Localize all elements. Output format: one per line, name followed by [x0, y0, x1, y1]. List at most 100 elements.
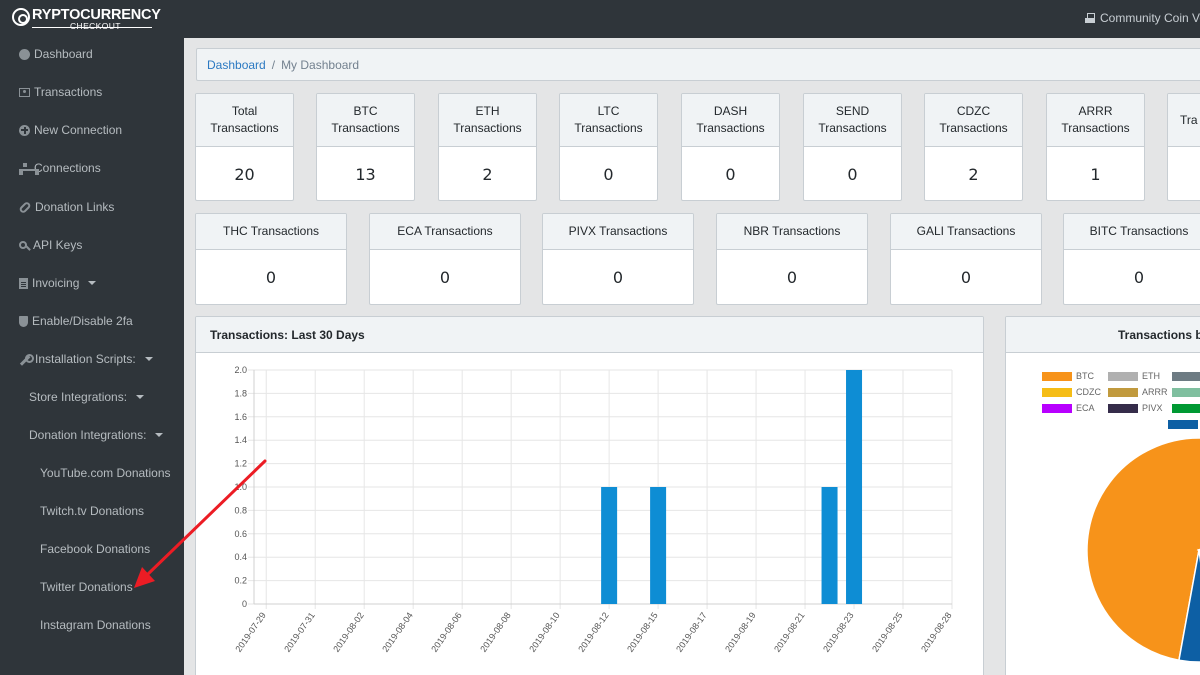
stat-card-bitc: BITC Transactions 0: [1063, 213, 1200, 305]
stat-card-value: 2: [482, 165, 493, 184]
legend-item: CDZC: [1042, 387, 1101, 397]
stat-card-value: 20: [234, 165, 255, 184]
legend-swatch: [1042, 371, 1072, 381]
legend-label: CDZC: [1076, 387, 1101, 397]
bar-2019-08-15: [650, 487, 667, 604]
stat-card-value: [1168, 147, 1200, 200]
sidebar-item-label: Donation Links: [35, 200, 115, 214]
legend-swatch: [1108, 387, 1138, 397]
sidebar-item-facebook-donations[interactable]: Facebook Donations: [0, 530, 184, 568]
sidebar-item-label: Connections: [34, 161, 101, 175]
stat-card-title: ETH Transactions: [439, 94, 536, 147]
sidebar-item-label: Invoicing: [32, 276, 80, 290]
pie-slice: [1178, 549, 1200, 663]
sidebar-item-instagram-donations[interactable]: Instagram Donations: [0, 606, 184, 644]
logo-divider: [32, 27, 152, 28]
legend-item: [1172, 387, 1200, 397]
sidebar-item-invoicing[interactable]: Invoicing: [0, 264, 184, 302]
sitemap-icon: [19, 162, 39, 175]
dashboard-icon: [19, 48, 30, 60]
y-tick-label: 0.6: [234, 529, 247, 539]
pie-chart-panel: Transactions by C BTC ETH LT CDZC ARRR ECA PIV…: [1005, 316, 1200, 675]
y-tick-label: 0: [242, 599, 247, 609]
legend-label: PIVX: [1142, 403, 1163, 413]
legend-item: LT: [1172, 371, 1200, 381]
stat-card-value: 0: [439, 267, 451, 287]
legend-swatch: [1172, 387, 1200, 397]
stat-card-total: Total Transactions 20: [195, 93, 294, 201]
legend-swatch: [1108, 371, 1138, 381]
sidebar-item-label: Installation Scripts:: [35, 352, 136, 366]
sidebar-item-label: API Keys: [33, 238, 83, 252]
legend-swatch: [1042, 403, 1072, 413]
user-icon: [1084, 12, 1096, 23]
sidebar-item-twitter-donations[interactable]: Twitter Donations: [0, 568, 184, 606]
chevron-down-icon: [155, 433, 164, 437]
user-menu[interactable]: Community Coin Vo: [1084, 10, 1200, 25]
sidebar-item-label: Dashboard: [34, 47, 93, 61]
main-content: Dashboard / My Dashboard Total Transaction…: [184, 38, 1200, 675]
stat-card-value: 0: [725, 165, 736, 184]
sidebar-item-donation-links[interactable]: Donation Links: [0, 188, 184, 226]
sidebar-item-label: New Connection: [34, 123, 123, 137]
sidebar-item-label: Store Integrations:: [29, 390, 128, 404]
sidebar-item-transactions[interactable]: Transactions: [0, 73, 184, 111]
x-tick-label: 2019-08-02: [331, 610, 366, 653]
brand-name: RYPTOCURRENCY: [32, 7, 161, 23]
legend-item: [1168, 419, 1200, 429]
breadcrumb-home-link[interactable]: Dashboard: [207, 58, 266, 72]
legend-swatch: [1168, 419, 1198, 429]
chevron-down-icon: [136, 395, 145, 399]
x-tick-label: 2019-07-31: [282, 610, 317, 653]
sidebar-item-donation-integrations[interactable]: Donation Integrations:: [0, 416, 184, 454]
sidebar-item-youtube-donations[interactable]: YouTube.com Donations: [0, 454, 184, 492]
stat-card-pivx: PIVX Transactions 0: [542, 213, 694, 305]
top-navbar: RYPTOCURRENCY CHECKOUT Community Coin Vo: [0, 0, 1200, 38]
user-label: Community Coin Vo: [1100, 10, 1200, 25]
y-tick-label: 1.0: [234, 482, 247, 492]
stat-card-btc: BTC Transactions 13: [316, 93, 415, 201]
x-tick-label: 2019-08-12: [576, 610, 611, 653]
x-tick-label: 2019-08-04: [380, 610, 415, 653]
x-tick-label: 2019-08-19: [723, 610, 758, 653]
stat-card-cdzc: CDZC Transactions 2: [924, 93, 1023, 201]
sidebar-item-2fa[interactable]: Enable/Disable 2fa: [0, 302, 184, 340]
stat-card-value: 2: [968, 165, 979, 184]
x-tick-label: 2019-07-29: [233, 610, 268, 653]
breadcrumb-current: My Dashboard: [281, 58, 360, 72]
x-tick-label: 2019-08-28: [919, 610, 954, 653]
sidebar-item-label: Enable/Disable 2fa: [32, 314, 133, 328]
sidebar-item-api-keys[interactable]: API Keys: [0, 226, 184, 264]
sidebar-item-label: Twitter Donations: [40, 580, 133, 594]
stat-card-send: SEND Transactions 0: [803, 93, 902, 201]
bar-2019-08-22: [821, 487, 838, 604]
bar-chart: 0 0.2 0.4 0.6 0.8 1.0 1.2 1.4 1.6 1.8 2.0 2019-07-2…: [233, 365, 954, 654]
x-tick-label: 2019-08-23: [821, 610, 856, 653]
logo-c-icon: [12, 8, 30, 26]
sidebar-item-new-connection[interactable]: New Connection: [0, 111, 184, 149]
stat-card-value: 0: [847, 165, 858, 184]
sidebar-item-label: Facebook Donations: [40, 542, 151, 556]
stat-card-eth: ETH Transactions 2: [438, 93, 537, 201]
stat-card-dash: DASH Transactions 0: [681, 93, 780, 201]
sidebar-item-store-integrations[interactable]: Store Integrations:: [0, 378, 184, 416]
legend-label: BTC: [1076, 371, 1094, 381]
stat-card-gali: GALI Transactions 0: [890, 213, 1042, 305]
pie-chart-title: Transactions by C: [1006, 317, 1200, 353]
stat-card-title: Total Transactions: [196, 94, 293, 147]
y-tick-label: 1.6: [234, 412, 247, 422]
pie-slice: [1086, 437, 1200, 662]
breadcrumb: Dashboard / My Dashboard: [196, 48, 1200, 81]
sidebar-item-dashboard[interactable]: Dashboard: [0, 35, 184, 73]
stat-card-value: 0: [612, 267, 624, 287]
sidebar-item-installation-scripts[interactable]: Installation Scripts:: [0, 340, 184, 378]
brand-logo[interactable]: RYPTOCURRENCY CHECKOUT: [12, 6, 161, 32]
stat-card-value: 13: [355, 165, 376, 184]
sidebar-item-connections[interactable]: Connections: [0, 149, 184, 187]
stat-card-ltc: LTC Transactions 0: [559, 93, 658, 201]
stat-card-thc: THC Transactions 0: [195, 213, 347, 305]
stat-card-title: ARRR Transactions: [1047, 94, 1144, 147]
sidebar-item-twitch-donations[interactable]: Twitch.tv Donations: [0, 492, 184, 530]
stat-card-title: CDZC Transactions: [925, 94, 1022, 147]
